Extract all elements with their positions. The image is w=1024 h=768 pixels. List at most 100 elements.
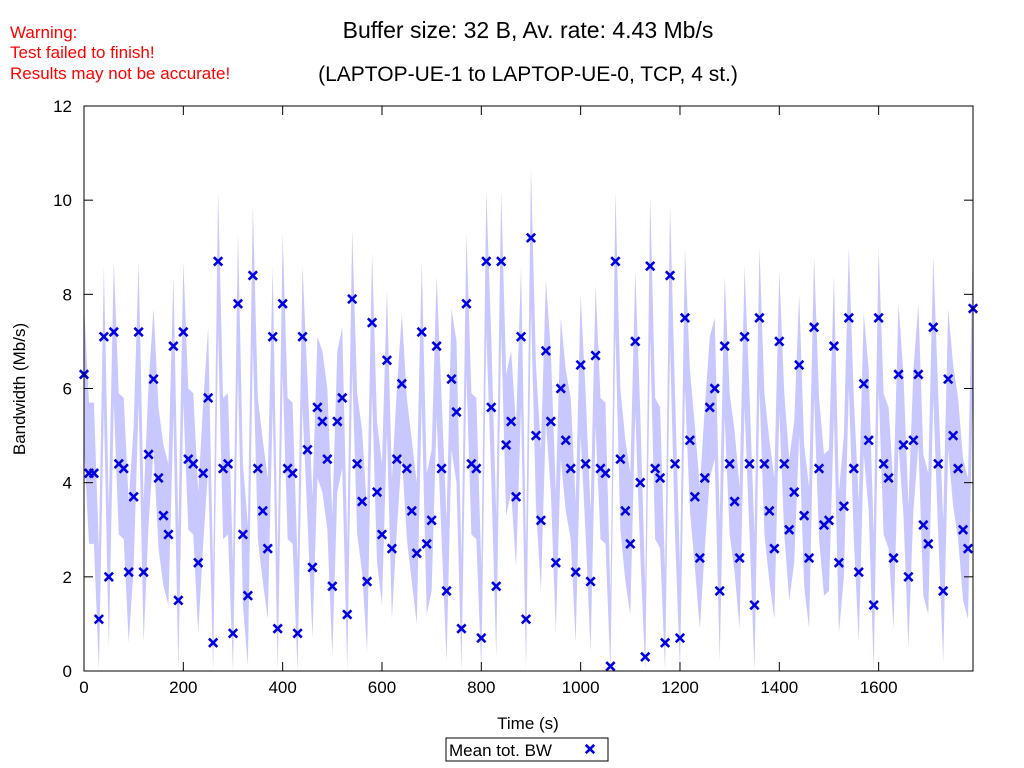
- data-point: [158, 510, 169, 521]
- data-point: [471, 463, 482, 474]
- data-point: [88, 468, 100, 479]
- data-point: [918, 519, 929, 531]
- data-point: [784, 524, 795, 535]
- data-point: [803, 552, 815, 564]
- y-tick-label: 2: [63, 568, 72, 587]
- warning-line-1: Warning:: [10, 23, 77, 42]
- data-point: [361, 576, 373, 587]
- data-point: [376, 529, 388, 540]
- data-point: [878, 458, 889, 469]
- data-point: [501, 439, 512, 451]
- data-point: [764, 505, 775, 517]
- data-point: [948, 430, 959, 441]
- data-point: [610, 256, 621, 267]
- data-point: [461, 298, 472, 309]
- data-point: [227, 628, 239, 639]
- data-point: [148, 373, 159, 385]
- data-point: [366, 317, 378, 328]
- data-point: [744, 458, 755, 469]
- data-point: [893, 369, 904, 380]
- data-point: [779, 458, 790, 469]
- data-point: [615, 454, 626, 465]
- data-point: [93, 614, 105, 625]
- data-point: [188, 458, 199, 469]
- data-point: [138, 567, 149, 578]
- x-tick-label: 600: [368, 678, 396, 697]
- data-point: [555, 383, 566, 394]
- data-point: [535, 515, 547, 526]
- data-point: [823, 515, 835, 526]
- data-point: [103, 571, 114, 582]
- data-point: [237, 529, 249, 540]
- data-point: [868, 599, 879, 611]
- y-axis-label: Bandwidth (Mb/s): [10, 323, 29, 455]
- data-point: [481, 256, 492, 267]
- data-point: [520, 614, 532, 625]
- data-point: [709, 383, 720, 394]
- data-point: [257, 505, 268, 517]
- legend-label: Mean tot. BW: [449, 741, 552, 760]
- data-point: [605, 661, 616, 672]
- data-point: [496, 256, 507, 267]
- data-point: [585, 576, 596, 587]
- data-point: [938, 585, 949, 597]
- data-point: [510, 491, 522, 502]
- data-point: [923, 538, 934, 549]
- data-point: [302, 444, 313, 455]
- data-point: [371, 486, 383, 498]
- data-point: [590, 350, 601, 361]
- data-point: [848, 463, 859, 474]
- data-point: [699, 472, 710, 484]
- x-tick-label: 400: [268, 678, 296, 697]
- data-point: [386, 543, 398, 554]
- data-point: [704, 402, 715, 413]
- warning-line-2: Test failed to finish!: [10, 43, 155, 62]
- y-tick-label: 4: [63, 474, 72, 493]
- data-point: [193, 557, 204, 568]
- confidence-band: [84, 167, 973, 672]
- warning-text: Warning: Test failed to finish! Results …: [10, 23, 230, 83]
- data-point: [684, 435, 696, 446]
- chart-subtitle: (LAPTOP-UE-1 to LAPTOP-UE-0, TCP, 4 st.): [318, 63, 738, 86]
- data-point: [252, 463, 263, 474]
- data-point: [381, 355, 393, 366]
- data-point: [208, 637, 219, 648]
- data-point: [406, 505, 417, 517]
- data-point: [123, 567, 134, 578]
- data-point: [635, 477, 646, 488]
- data-point: [843, 312, 854, 323]
- data-point: [674, 632, 686, 644]
- data-point: [739, 331, 750, 342]
- y-tick-label: 6: [63, 380, 72, 399]
- legend-marker-symbol: [584, 743, 596, 755]
- data-point: [838, 501, 849, 512]
- data-point: [426, 515, 437, 526]
- x-tick-label: 1000: [562, 678, 600, 697]
- data-point: [928, 322, 939, 333]
- data-point: [98, 331, 109, 342]
- data-point: [347, 293, 358, 305]
- data-point: [729, 496, 740, 507]
- x-axis-label: Time (s): [497, 714, 559, 733]
- data-point: [759, 458, 770, 469]
- data-point: [203, 392, 214, 404]
- data-point: [451, 406, 462, 418]
- data-point: [327, 581, 338, 592]
- data-point: [436, 463, 447, 474]
- data-point: [689, 491, 700, 502]
- data-point: [799, 510, 810, 521]
- data-point: [352, 458, 363, 469]
- data-point: [952, 463, 964, 474]
- data-point: [749, 599, 760, 611]
- data-point: [565, 463, 576, 474]
- data-point: [625, 538, 636, 549]
- y-tick-label: 10: [53, 191, 72, 210]
- data-point: [903, 571, 914, 582]
- data-point: [441, 585, 452, 597]
- data-point: [401, 463, 412, 474]
- y-tick-label: 12: [53, 97, 72, 116]
- data-point: [317, 416, 328, 427]
- data-point: [545, 416, 556, 427]
- data-point: [337, 392, 348, 404]
